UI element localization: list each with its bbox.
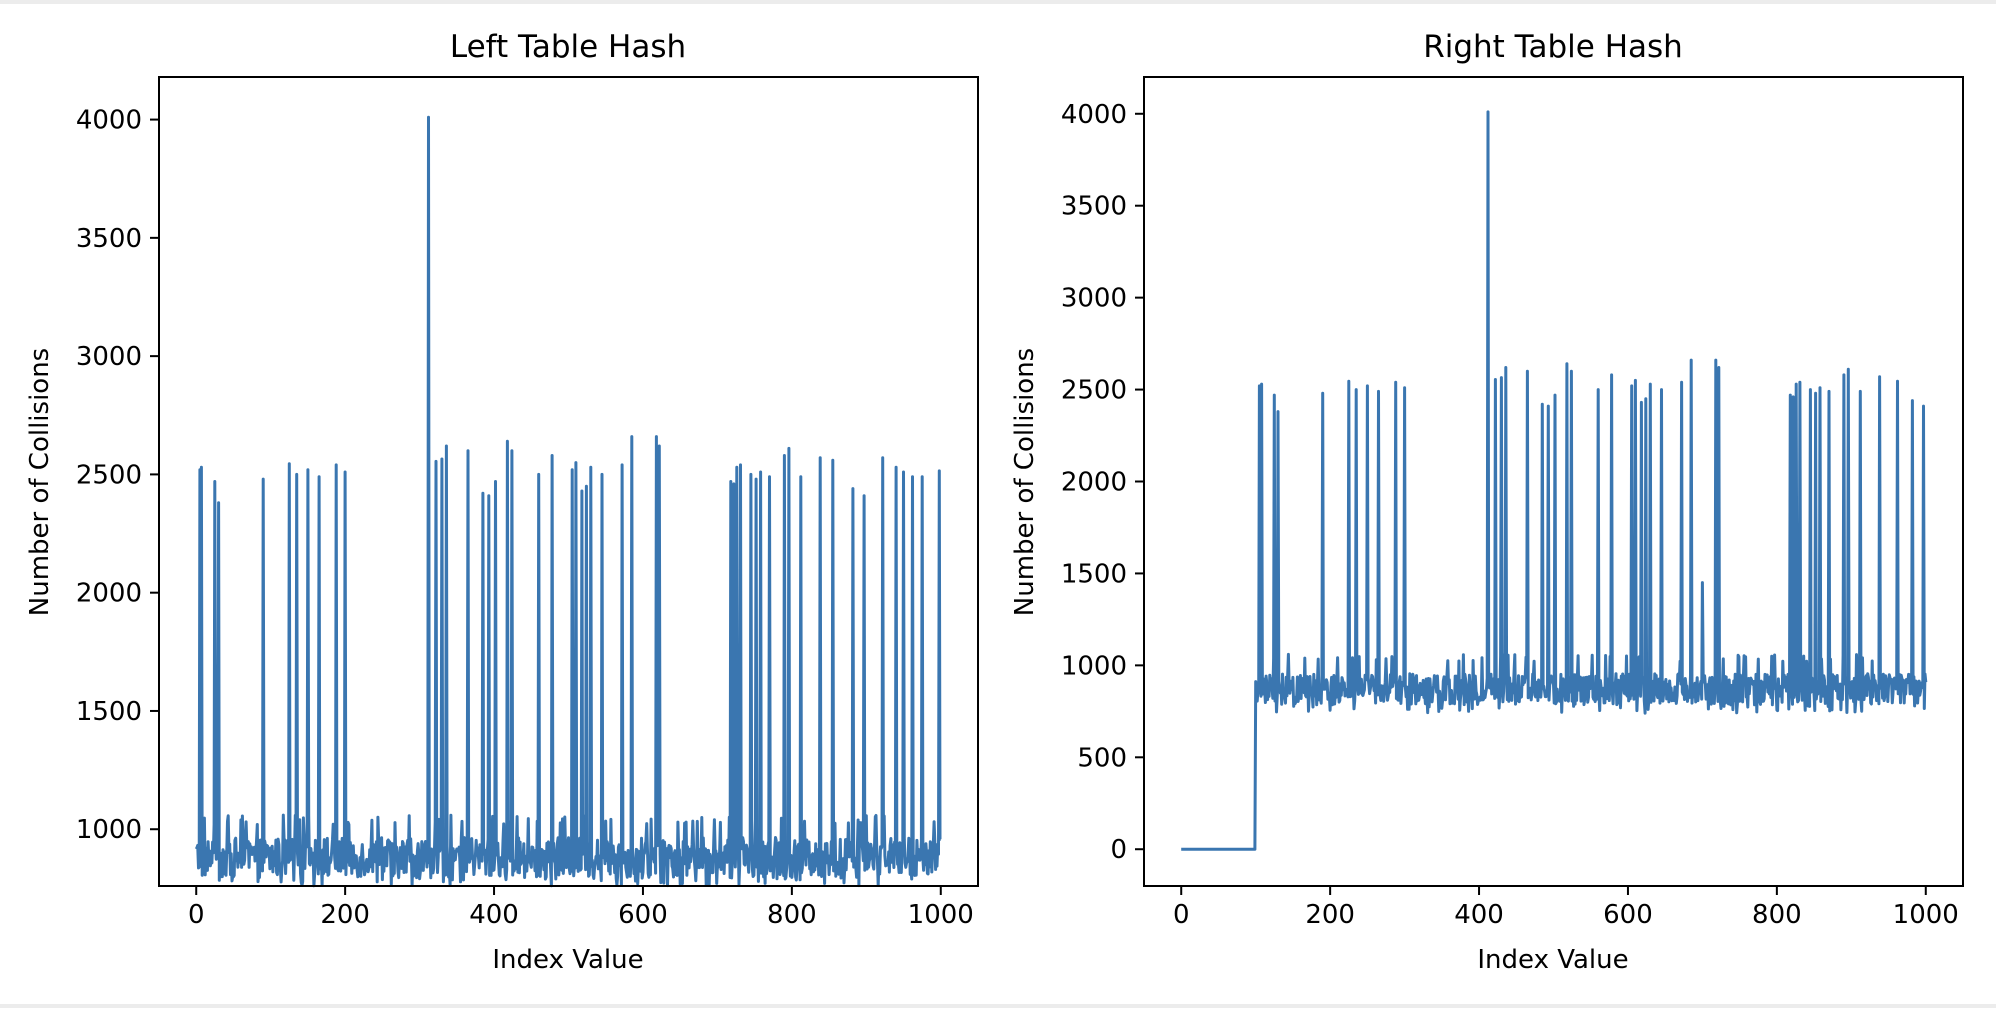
right-chart-ticks: 0 200 400 600 800 1000 0 500 1000 1500 2000 2500 300…	[1061, 100, 1959, 930]
left-chart-ytick-label: 3500	[76, 224, 142, 254]
left-chart-frame	[158, 76, 979, 887]
left-chart-ticks: 0 200 400 600 800 1000 1000 1500 2000 2500 3000 350…	[76, 106, 974, 930]
right-chart-xtick-label: 400	[1454, 900, 1504, 930]
right-chart-ytick-label: 4000	[1061, 100, 1127, 130]
left-chart-xtick-label: 200	[320, 900, 370, 930]
left-chart-xtick-label: 400	[469, 900, 519, 930]
left-chart-ytick-label: 4000	[76, 106, 142, 136]
right-chart-ytick-label: 2500	[1061, 376, 1127, 406]
left-chart: Left Table Hash Index Value Number of Co…	[25, 29, 979, 975]
right-chart-ytick-label: 1000	[1061, 651, 1127, 681]
bottom-border	[0, 1004, 1996, 1008]
right-chart-xtick-label: 0	[1173, 900, 1190, 930]
right-chart-ytick-label: 3000	[1061, 284, 1127, 314]
left-chart-xtick-label: 1000	[908, 900, 974, 930]
left-chart-series-line	[194, 115, 942, 888]
right-chart-frame	[1143, 76, 1964, 887]
left-chart-ytick-label: 1000	[76, 815, 142, 845]
right-chart-ytick-label: 3500	[1061, 192, 1127, 222]
left-chart-ytick-label: 3000	[76, 342, 142, 372]
left-chart-ytick-label: 1500	[76, 697, 142, 727]
left-chart-xtick-label: 600	[618, 900, 668, 930]
right-chart-xtick-label: 800	[1752, 900, 1802, 930]
right-chart-ytick-label: 0	[1110, 835, 1127, 865]
right-chart-ytick-label: 2000	[1061, 468, 1127, 498]
left-chart-xtick-label: 0	[188, 900, 205, 930]
right-chart-ytick-label: 1500	[1061, 559, 1127, 589]
right-chart-xtick-label: 600	[1603, 900, 1653, 930]
right-chart: Right Table Hash Index Value Number of C…	[1010, 29, 1964, 975]
left-chart-xtick-label: 800	[767, 900, 817, 930]
right-chart-xtick-label: 1000	[1893, 900, 1959, 930]
left-chart-title: Left Table Hash	[450, 29, 686, 65]
left-chart-ytick-label: 2000	[76, 579, 142, 609]
right-chart-ylabel: Number of Collisions	[1010, 348, 1040, 616]
top-border	[0, 0, 1996, 4]
left-chart-ylabel: Number of Collisions	[25, 348, 55, 616]
left-chart-ytick-label: 2500	[76, 460, 142, 490]
right-chart-xtick-label: 200	[1305, 900, 1355, 930]
left-chart-xlabel: Index Value	[492, 945, 643, 975]
right-chart-title: Right Table Hash	[1423, 29, 1683, 65]
right-chart-series-line	[1180, 110, 1928, 851]
right-chart-xlabel: Index Value	[1477, 945, 1628, 975]
right-chart-ytick-label: 500	[1077, 743, 1127, 773]
